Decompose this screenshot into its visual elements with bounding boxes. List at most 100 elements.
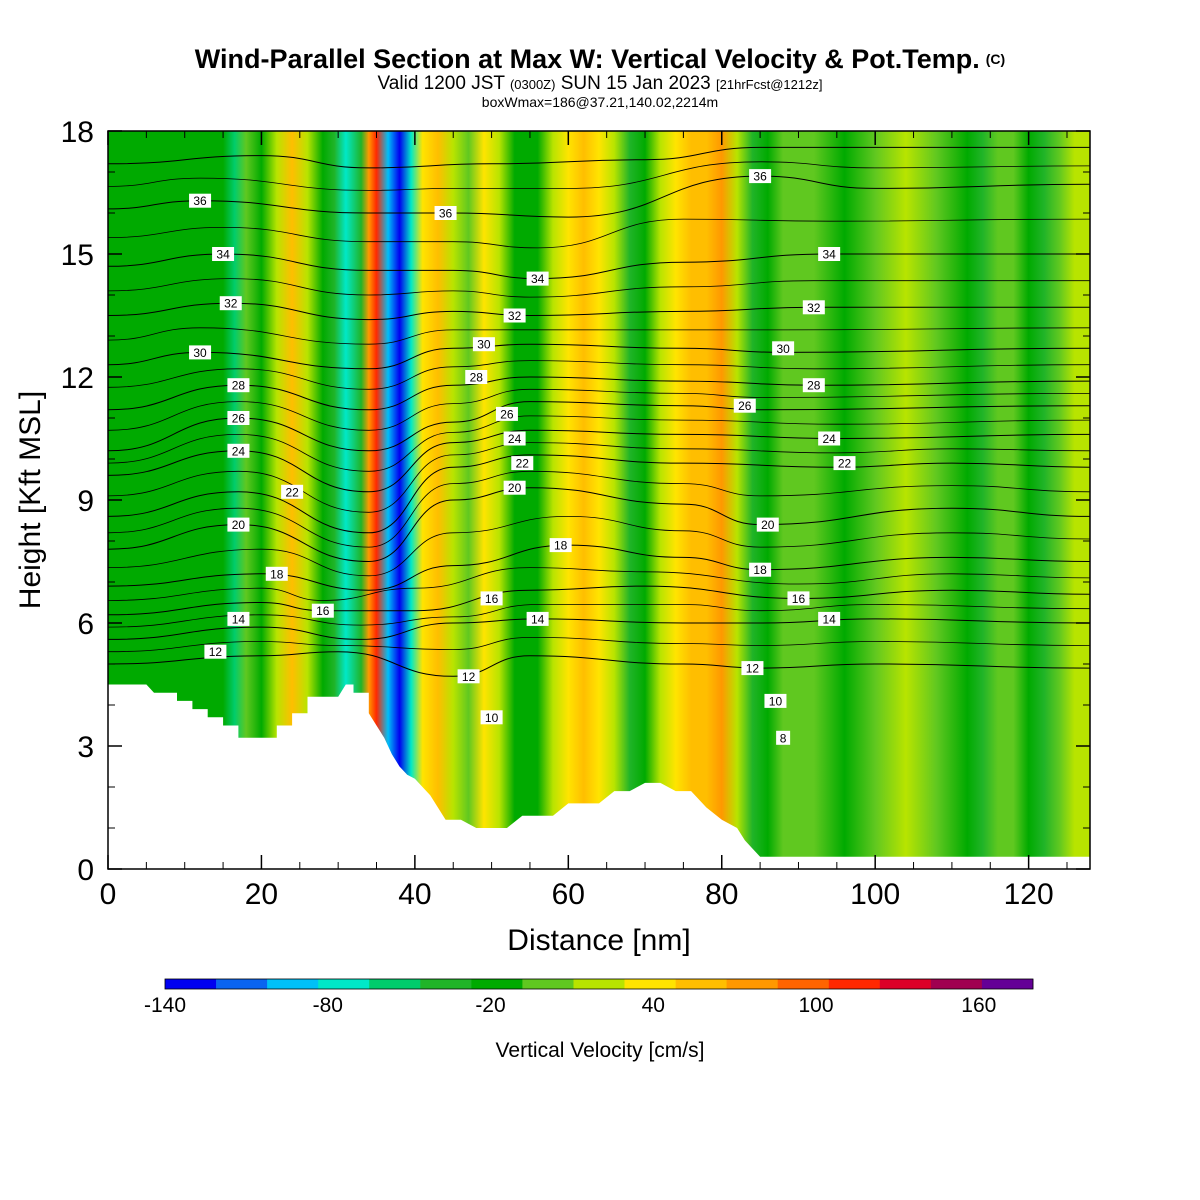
contour-label: 22 [833, 456, 856, 471]
colorbar-swatch [471, 979, 523, 989]
colorbar-swatch [624, 979, 676, 989]
isentrope-line [108, 360, 1090, 390]
isentrope-line [108, 175, 1090, 218]
contour-label-text: 32 [508, 309, 522, 323]
contour-label: 36 [434, 206, 457, 221]
contour-label-bg [526, 271, 549, 286]
colorbar-swatch [267, 979, 319, 989]
contour-label-bg [741, 661, 764, 676]
contour-label-text: 12 [746, 662, 760, 676]
contour-label-bg [833, 456, 856, 471]
contour-label: 10 [764, 693, 787, 708]
contour-label-bg [212, 247, 235, 261]
contour-label-text: 10 [485, 711, 499, 725]
contour-label-bg [219, 296, 242, 311]
contour-label: 24 [227, 443, 250, 458]
contour-label-text: 32 [224, 297, 238, 311]
valid-date-text: SUN 15 Jan 2023 [560, 73, 711, 94]
contour-label-text: 30 [193, 346, 207, 360]
contour-label: 12 [741, 661, 764, 676]
contour-label-text: 28 [807, 379, 821, 393]
contour-label-text: 28 [232, 379, 246, 393]
contour-label-bg [772, 341, 795, 356]
contour-label-bg [434, 206, 457, 220]
contour-label: 18 [749, 562, 772, 577]
colorbar-swatch [522, 979, 574, 989]
contour-label-text: 18 [554, 539, 568, 553]
contour-label-bg [227, 443, 250, 458]
contour-label-bg [733, 398, 756, 413]
colorbar-tick-label: 100 [798, 994, 833, 1017]
contour-label-text: 8 [780, 731, 787, 745]
isentrope-line [108, 515, 1090, 577]
colorbar-swatch [573, 979, 625, 989]
contour-label: 20 [227, 517, 250, 532]
contour-label: 34 [212, 247, 235, 262]
colorbar: -140 -80 -20 40 100 160 [144, 978, 1034, 1017]
contour-label-text: 36 [753, 170, 767, 184]
contour-label: 28 [802, 378, 825, 393]
contour-label: 22 [511, 456, 534, 471]
y-tick-label: 0 [77, 854, 94, 887]
contour-label: 12 [204, 644, 227, 659]
contour-label-text: 30 [477, 338, 491, 352]
isentrope-line [108, 161, 1090, 191]
x-tick-label: 40 [398, 878, 431, 911]
isentrope-line [108, 253, 1090, 280]
colorbar-title: Vertical Velocity [cm/s] [496, 1039, 705, 1062]
contour-label-bg [265, 566, 288, 581]
contour-label: 20 [503, 480, 526, 495]
contour-label-text: 32 [807, 301, 821, 315]
colorbar-swatch [216, 979, 268, 989]
contour-label-text: 22 [285, 485, 299, 499]
colorbar-swatch [879, 979, 932, 989]
contour-label-bg [749, 169, 772, 184]
contour-label-bg [465, 370, 488, 384]
isentrope-line [108, 218, 1090, 249]
terrain-mask [108, 684, 1090, 869]
colorbar-swatch [726, 979, 778, 989]
contour-label-text: 34 [531, 272, 545, 286]
contour-label-text: 12 [462, 670, 476, 684]
isentrope-line [108, 454, 1090, 534]
contour-label-bg [787, 591, 810, 606]
y-tick-label: 18 [61, 116, 94, 149]
contour-label-bg [818, 431, 841, 446]
contour-label: 34 [526, 271, 549, 286]
contour-label-text: 26 [738, 399, 752, 413]
contour-label-bg [802, 378, 825, 393]
contour-label-text: 16 [316, 604, 330, 618]
contour-label-bg [776, 730, 791, 745]
x-tick-label: 100 [850, 878, 900, 911]
isentrope-line [108, 278, 1090, 298]
contour-label-bg [227, 611, 250, 626]
contour-label-bg [311, 603, 334, 618]
contour-label: 20 [756, 517, 779, 532]
isentrope-line [108, 401, 1090, 452]
contour-label-bg [227, 411, 250, 425]
contour-label: 30 [472, 337, 495, 352]
terrain-fill [108, 684, 1090, 869]
contour-label-text: 34 [822, 248, 836, 262]
colorbar-tick-label: 160 [961, 994, 996, 1017]
colorbar-swatch [369, 979, 421, 989]
colorbar-swatch [981, 979, 1034, 989]
contour-label-text: 24 [232, 444, 246, 458]
contour-label-bg [503, 308, 526, 323]
contour-label: 28 [227, 378, 250, 393]
contour-label-bg [549, 538, 572, 553]
contour-label-bg [189, 193, 212, 208]
isentrope-contours [108, 146, 1090, 677]
y-axis-label: Height [Kft MSL] [14, 391, 47, 609]
contour-label-text: 36 [193, 194, 207, 208]
isentrope-line [108, 388, 1090, 431]
contour-label-text: 14 [822, 612, 836, 626]
contour-label-text: 22 [838, 457, 852, 471]
colorbar-swatch [777, 979, 830, 989]
contour-label-bg [472, 337, 495, 352]
contour-label-text: 20 [761, 518, 775, 532]
contour-label-bg [818, 247, 841, 261]
contour-label: 16 [480, 591, 503, 606]
